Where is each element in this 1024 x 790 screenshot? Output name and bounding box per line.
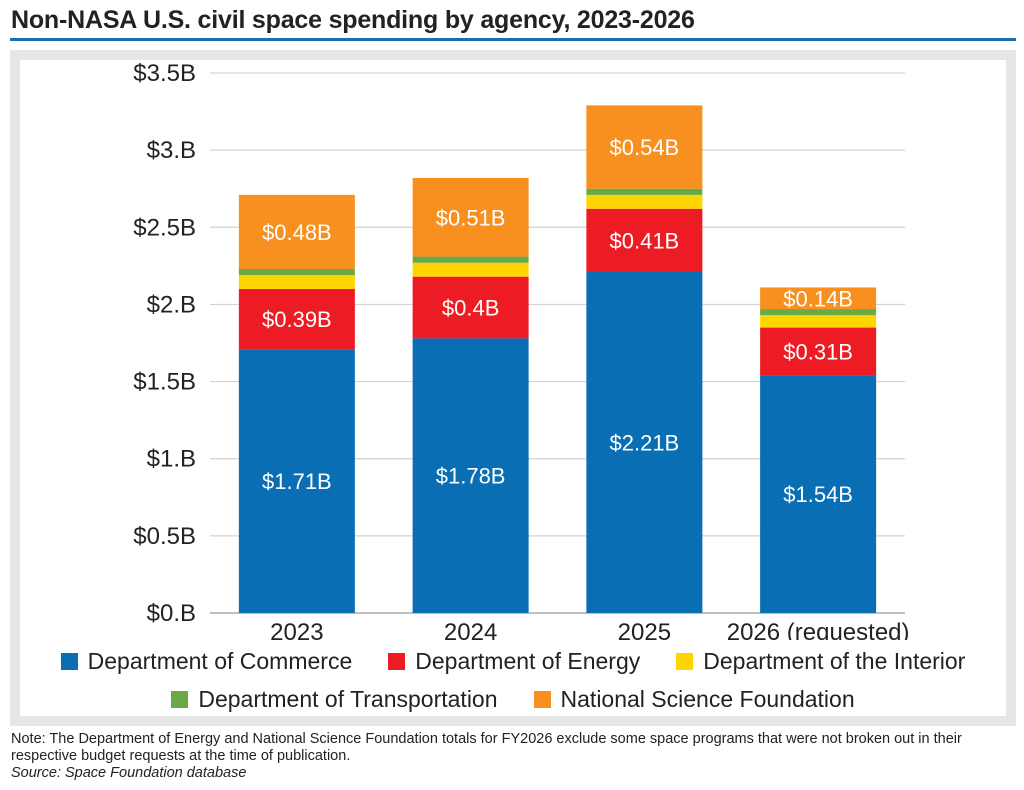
x-tick-label: 2025 — [618, 619, 671, 640]
legend-swatch — [676, 653, 694, 670]
y-tick-label: $3.5B — [133, 60, 196, 87]
y-tick-label: $2.B — [147, 291, 196, 318]
legend-label: Department of Transportation — [198, 686, 498, 712]
bar-segment — [238, 268, 355, 276]
bar-segment — [412, 256, 529, 263]
bar-segment — [586, 188, 703, 195]
data-label: $0.41B — [610, 228, 680, 253]
plot-area: $0.B $0.5B $1.B $1.5B $2.B $2.5B $3.B $3.5B $1.7… — [20, 60, 1006, 716]
note-text: Note: The Department of Energy and Natio… — [11, 731, 962, 764]
bar-segment — [412, 177, 529, 257]
legend-label: Department of Energy — [415, 648, 641, 674]
chart-panel: $0.B $0.5B $1.B $1.5B $2.B $2.5B $3.B $3.5B $1.7… — [10, 50, 1016, 726]
bar-segment — [238, 349, 355, 613]
legend-item: Department of Transportation — [171, 686, 498, 713]
y-tick-label: $0.B — [147, 600, 196, 627]
bar-segment — [238, 194, 355, 269]
bar-segment — [412, 262, 529, 277]
legend-item: Department of Energy — [388, 648, 640, 675]
y-tick-label: $1.B — [147, 446, 196, 473]
y-tick-label: $2.5B — [133, 214, 196, 241]
legend-item: Department of the Interior — [676, 648, 965, 675]
data-label: $1.71B — [262, 469, 332, 494]
legend-label: Department of the Interior — [703, 648, 966, 674]
x-tick-label: 2024 — [444, 619, 497, 640]
legend-swatch — [533, 691, 551, 708]
data-label: $0.39B — [262, 307, 332, 332]
data-label: $2.21B — [610, 431, 680, 456]
data-label: $1.54B — [783, 482, 853, 507]
bar-segment — [760, 287, 877, 310]
data-label: $0.54B — [610, 135, 680, 160]
stacked-bar-chart: $0.B $0.5B $1.B $1.5B $2.B $2.5B $3.B $3.5B $1.7… — [133, 60, 910, 646]
bar-segment — [760, 375, 877, 613]
legend-row-1: Department of Commerce Department of Ener… — [20, 648, 1006, 675]
data-label: $0.51B — [436, 205, 506, 230]
x-tick-label: 2023 — [270, 619, 323, 640]
bar-segment — [586, 105, 703, 189]
footnotes: Note: The Department of Energy and Natio… — [11, 731, 1016, 782]
legend-item: National Science Foundation — [533, 686, 855, 713]
bar-segment — [412, 276, 529, 339]
y-tick-label: $3.B — [147, 137, 196, 164]
data-label: $1.78B — [436, 464, 506, 489]
bar-segment — [238, 275, 355, 289]
bar-segment — [586, 194, 703, 209]
legend-label: National Science Foundation — [560, 686, 855, 712]
source-text: Source: Space Foundation database — [11, 765, 247, 781]
x-tick-label: 2026 (requested) — [727, 619, 910, 640]
bar-segment — [412, 338, 529, 613]
legend-row-2: Department of Transportation National Sci… — [20, 686, 1006, 713]
legend-swatch — [388, 653, 406, 670]
legend-item: Department of Commerce — [60, 648, 353, 675]
data-label: $0.14B — [783, 286, 853, 311]
bar-segment — [586, 208, 703, 273]
data-label: $0.48B — [262, 220, 332, 245]
bar-segment — [760, 315, 877, 328]
bar-segment — [760, 309, 877, 316]
legend-label: Department of Commerce — [87, 648, 353, 674]
legend-swatch — [171, 691, 189, 708]
chart-title: Non-NASA U.S. civil space spending by ag… — [11, 6, 695, 34]
data-label: $0.31B — [783, 339, 853, 364]
y-tick-label: $0.5B — [133, 523, 196, 550]
legend-swatch — [60, 653, 78, 670]
y-tick-label: $1.5B — [133, 369, 196, 396]
bar-segment — [586, 272, 703, 613]
data-label: $0.4B — [442, 296, 500, 321]
title-rule — [10, 38, 1016, 41]
bar-segment — [760, 327, 877, 376]
bar-segment — [238, 289, 355, 350]
